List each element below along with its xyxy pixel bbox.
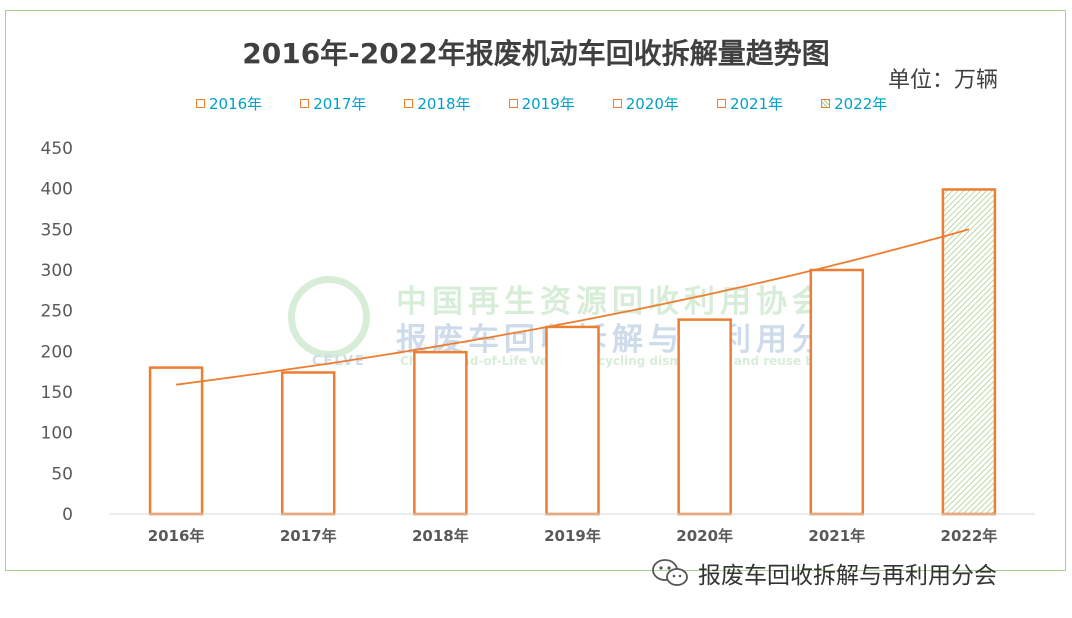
legend-entry: 2018年	[404, 93, 471, 114]
legend-swatch	[821, 98, 831, 108]
legend-entry: 2021年	[716, 93, 784, 114]
bar-2020年	[677, 318, 732, 516]
bar-2018年	[413, 350, 468, 516]
trend-line	[175, 228, 970, 386]
legend-swatch	[508, 98, 518, 108]
y-tick-label: 50	[51, 464, 73, 484]
bar-2022年	[941, 188, 997, 516]
legend-label: 2017年	[313, 94, 367, 113]
y-tick-label: 100	[41, 424, 73, 444]
legend-swatch	[716, 98, 726, 108]
footer-text: 报废车回收拆解与再利用分会	[698, 563, 997, 589]
y-tick-label: 300	[41, 261, 73, 281]
legend-label: 2022年	[834, 94, 888, 113]
chart-title: 2016年-2022年报废机动车回收拆解量趋势图	[242, 37, 830, 70]
x-tick-label: 2018年	[412, 527, 469, 545]
legend-swatch	[404, 98, 414, 108]
legend-entry: 2022年	[821, 93, 887, 114]
legend-entry: 2020年	[612, 93, 679, 114]
y-tick-label: 150	[41, 383, 73, 403]
x-tick-label: 2022年	[941, 527, 998, 545]
legend-label: 2016年	[209, 94, 263, 113]
legend-swatch	[196, 98, 205, 108]
y-tick-label: 400	[41, 180, 73, 200]
legend-entry: 2017年	[300, 93, 366, 114]
x-tick-label: 2021年	[808, 527, 865, 545]
legend-swatch	[300, 98, 310, 108]
y-tick-label: 350	[41, 220, 73, 240]
legend-label: 2021年	[729, 94, 784, 113]
y-tick-label: 0	[62, 505, 73, 525]
x-tick-label: 2019年	[544, 527, 601, 545]
legend-label: 2019年	[521, 94, 575, 113]
legend-swatch	[612, 98, 622, 108]
y-tick-label: 250	[41, 302, 73, 322]
bar-2019年	[545, 325, 600, 516]
y-tick-label: 200	[41, 342, 73, 362]
legend-label: 2018年	[417, 94, 471, 113]
x-tick-label: 2020年	[676, 527, 733, 545]
bar-2017年	[280, 371, 336, 516]
legend-entry: 2016年	[196, 93, 262, 114]
legend-entry: 2019年	[508, 93, 575, 114]
wechat-icon	[652, 559, 688, 586]
chart-legend: 2016年 2017年 2018年 2019年 2020年 2021年 2022…	[196, 92, 925, 114]
legend-label: 2020年	[625, 94, 679, 113]
bar-2021年	[809, 268, 865, 516]
x-tick-label: 2016年	[148, 527, 205, 545]
unit-label: 单位：万辆	[888, 68, 999, 93]
bar-2016年	[148, 366, 204, 516]
y-tick-label: 450	[41, 139, 73, 159]
footer-account: 报废车回收拆解与再利用分会	[650, 556, 997, 590]
x-tick-label: 2017年	[280, 527, 337, 545]
